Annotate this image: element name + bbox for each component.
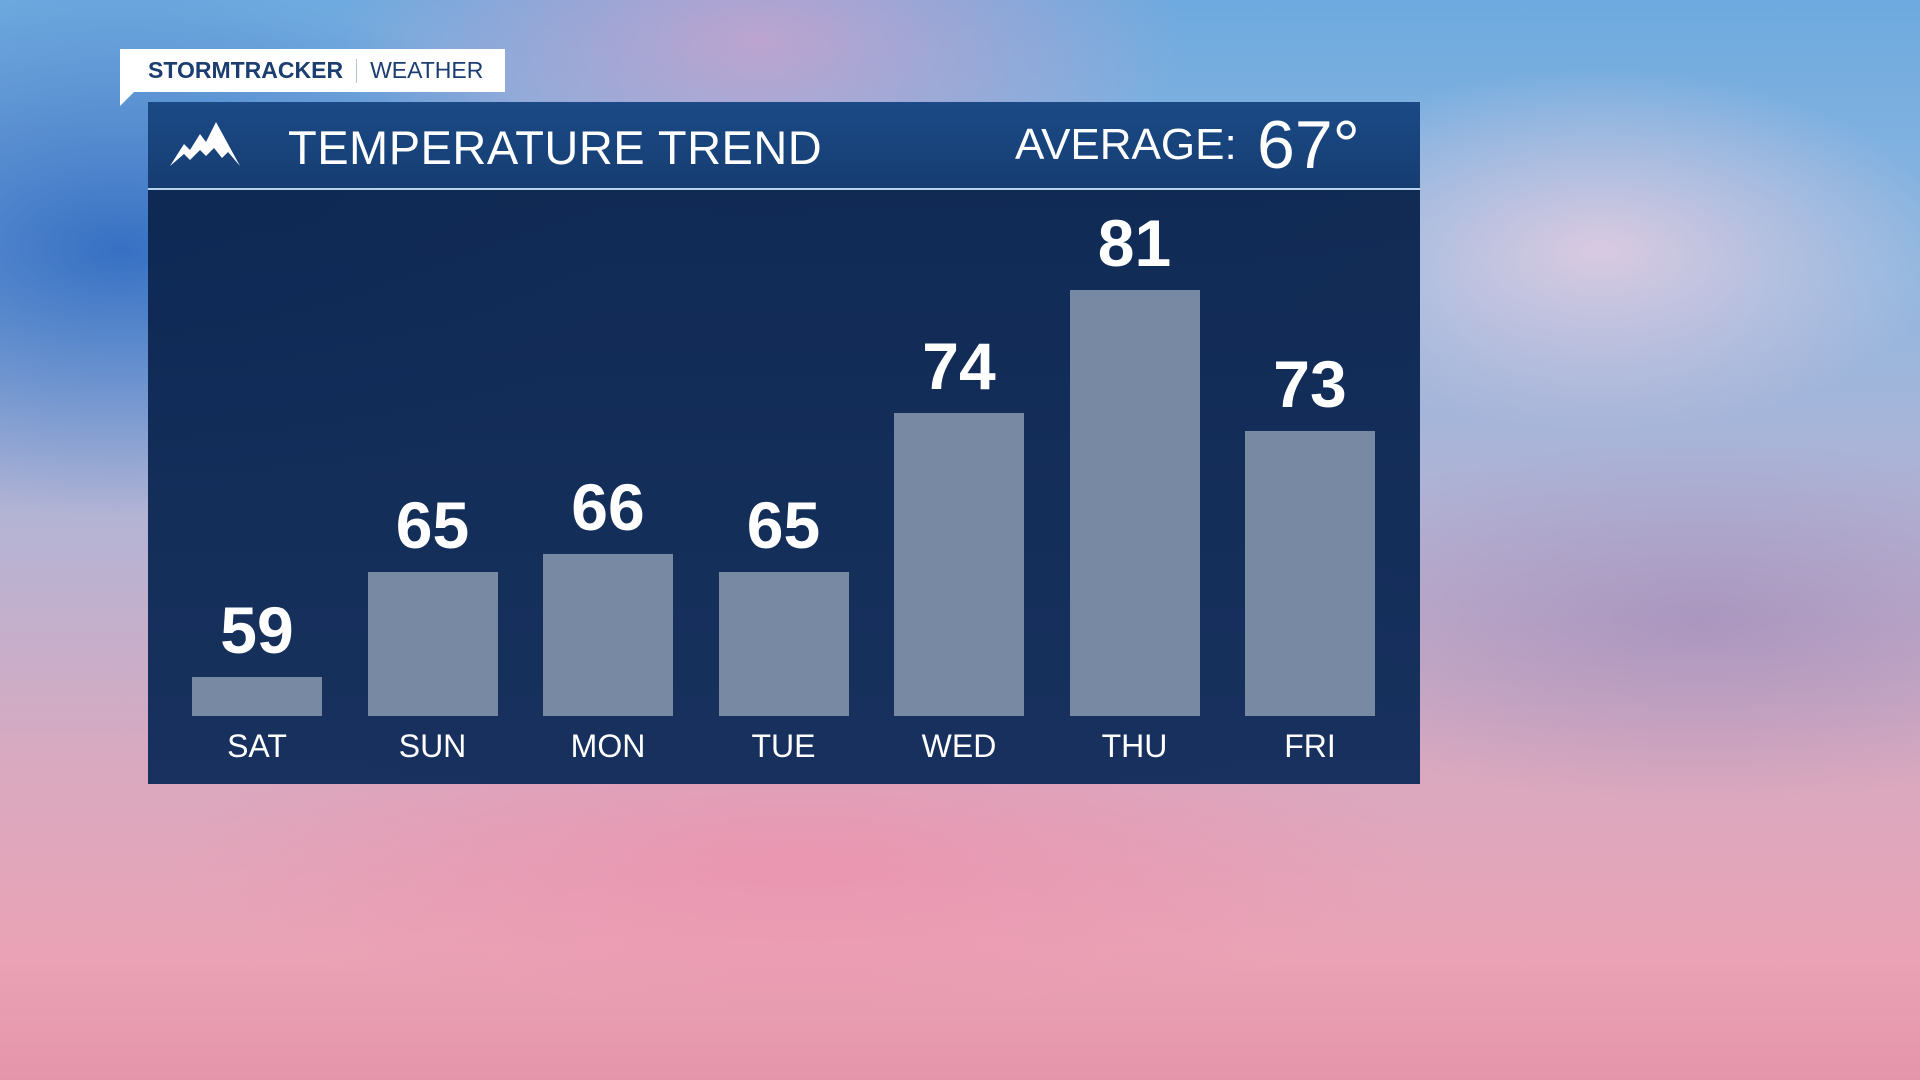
day-label: THU <box>1101 728 1168 764</box>
bar-sat <box>192 677 322 716</box>
chart-title: TEMPERATURE TREND <box>288 121 823 174</box>
data-label: 66 <box>571 470 645 545</box>
bar-wed <box>894 413 1024 716</box>
day-label: FRI <box>1284 728 1336 764</box>
day-label: SUN <box>398 728 467 764</box>
data-label: 65 <box>746 487 821 562</box>
bar-fri <box>1245 430 1375 716</box>
average-value: 67° <box>1257 107 1360 183</box>
data-label: 74 <box>922 329 996 404</box>
panel-header: TEMPERATURE TREND AVERAGE: 67° <box>148 102 1420 188</box>
day-label: SAT <box>227 728 287 764</box>
brand-name: STORMTRACKER <box>148 57 344 83</box>
bar-thu <box>1069 290 1200 716</box>
data-label: 59 <box>220 593 294 668</box>
header-divider <box>148 188 1420 190</box>
stormtracker-logo-tab: STORMTRACKER WEATHER <box>120 49 505 106</box>
day-label: MON <box>570 728 646 764</box>
brand-sub: WEATHER <box>370 57 484 83</box>
day-label: WED <box>921 728 997 764</box>
average-label: AVERAGE: <box>1015 120 1237 169</box>
data-label: 73 <box>1273 346 1347 421</box>
bar-mon <box>543 554 673 716</box>
temperature-trend-panel: TEMPERATURE TREND AVERAGE: 67° 59 SAT 65 SU… <box>148 102 1420 784</box>
bar-tue <box>718 571 849 716</box>
day-label: TUE <box>751 728 816 764</box>
data-label: 65 <box>395 487 470 562</box>
bar-sun <box>367 571 498 716</box>
chart-area: 59 SAT 65 SUN 66 MON 65 TUE 74 WED 81 THU 73 FRI <box>148 190 1420 784</box>
data-label: 81 <box>1097 206 1172 281</box>
brand-divider <box>356 58 358 83</box>
mountain-icon <box>170 122 240 166</box>
